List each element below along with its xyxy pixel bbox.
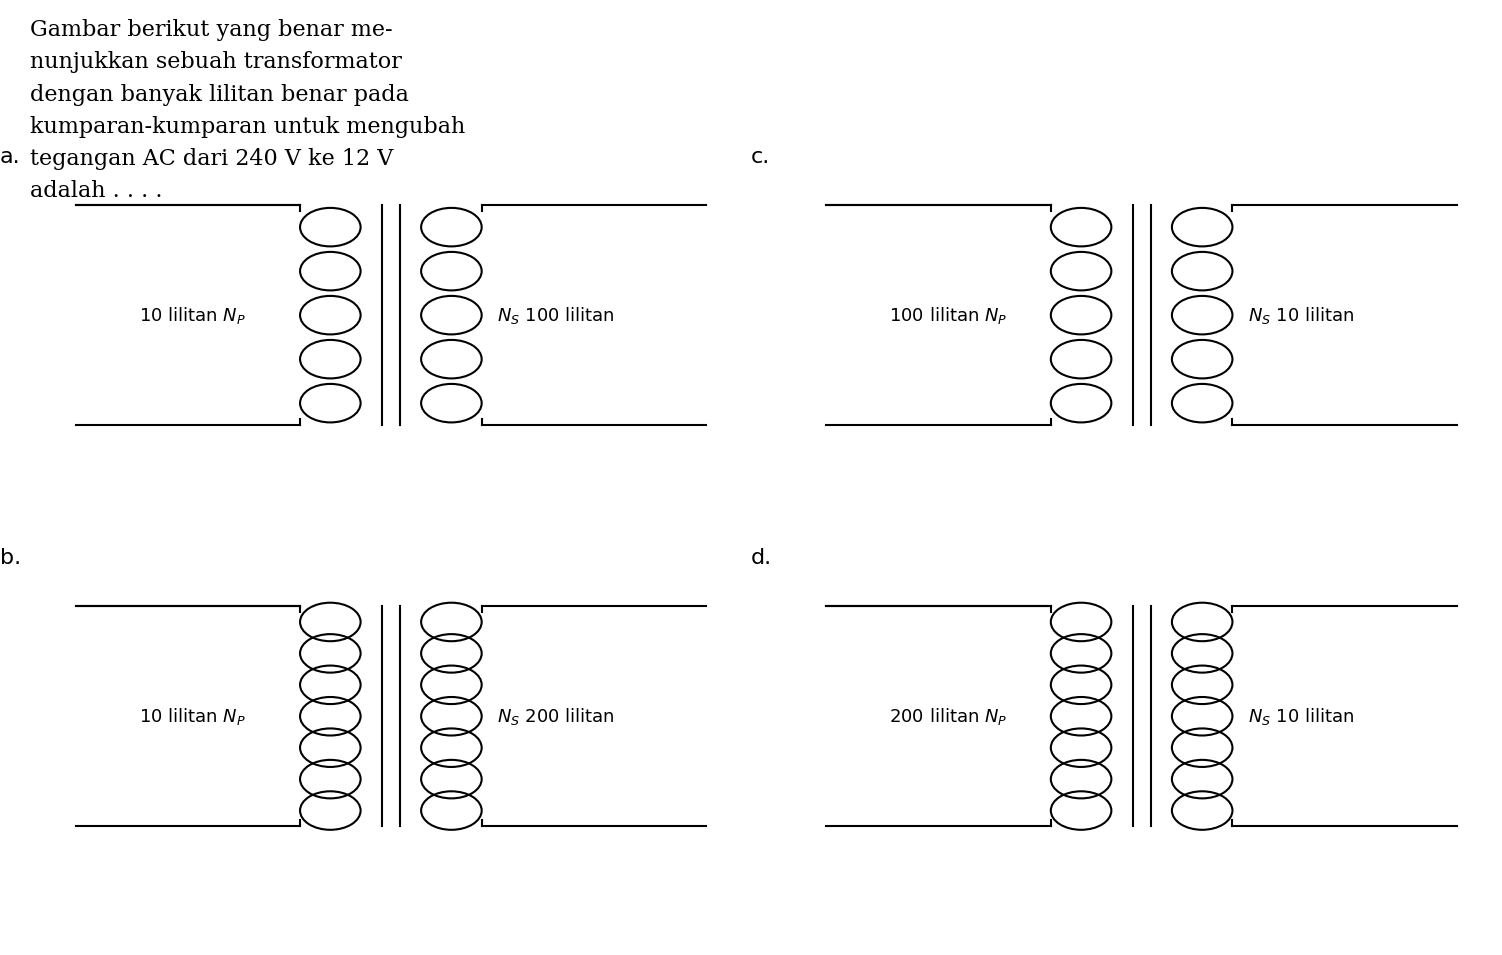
Text: $N_S$ 10 lilitan: $N_S$ 10 lilitan xyxy=(1248,706,1353,727)
Text: $N_S$ 10 lilitan: $N_S$ 10 lilitan xyxy=(1248,305,1353,326)
Text: a.: a. xyxy=(0,147,21,167)
Text: $N_S$ 100 lilitan: $N_S$ 100 lilitan xyxy=(497,305,614,326)
Text: 100 lilitan $N_P$: 100 lilitan $N_P$ xyxy=(889,305,1008,326)
Text: c.: c. xyxy=(751,147,771,167)
Text: 10 lilitan $N_P$: 10 lilitan $N_P$ xyxy=(138,305,245,326)
Text: d.: d. xyxy=(751,548,772,568)
Text: $N_S$ 200 lilitan: $N_S$ 200 lilitan xyxy=(497,706,614,727)
Text: 10 lilitan $N_P$: 10 lilitan $N_P$ xyxy=(138,706,245,727)
Text: b.: b. xyxy=(0,548,21,568)
Text: Gambar berikut yang benar me-
nunjukkan sebuah transformator
dengan banyak lilit: Gambar berikut yang benar me- nunjukkan … xyxy=(30,19,466,202)
Text: 200 lilitan $N_P$: 200 lilitan $N_P$ xyxy=(889,706,1008,727)
